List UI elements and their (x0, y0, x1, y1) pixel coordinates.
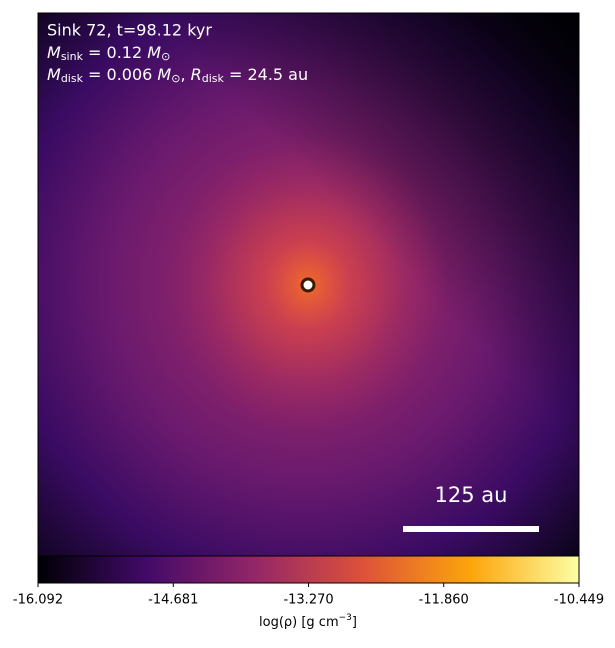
scale-bar (403, 526, 539, 532)
colorbar (37, 555, 580, 584)
annotation-sink-mass: Msink = 0.12 M⊙ (47, 43, 170, 64)
colorbar-tick-label: -13.270 (283, 593, 333, 608)
colorbar-tick-label: -14.681 (148, 593, 198, 608)
annotation-title: Sink 72, t=98.12 kyr (47, 21, 212, 40)
sink-marker (300, 277, 316, 293)
colorbar-tick-label: -11.860 (419, 593, 469, 608)
colorbar-tick-label: -10.449 (554, 593, 604, 608)
annotation-disk: Mdisk = 0.006 M⊙, Rdisk = 24.5 au (47, 65, 308, 86)
colorbar-tick-label: -16.092 (13, 593, 63, 608)
scale-bar-label: 125 au (435, 483, 508, 507)
colorbar-label: log(ρ) [g cm−3] (259, 613, 357, 630)
